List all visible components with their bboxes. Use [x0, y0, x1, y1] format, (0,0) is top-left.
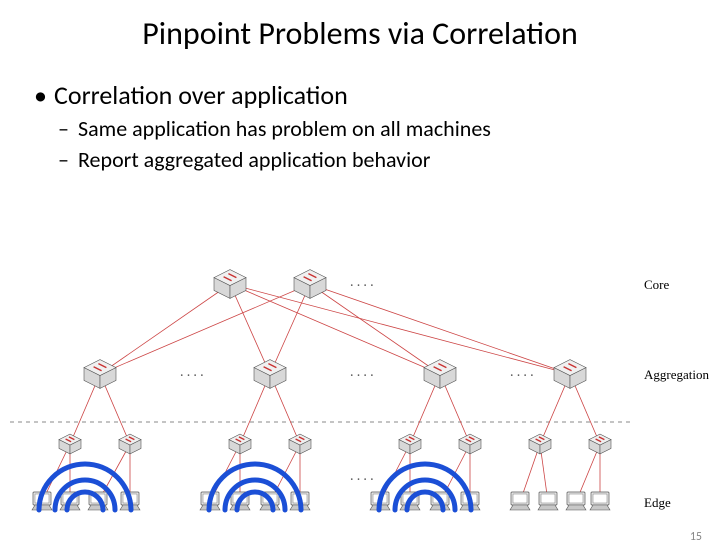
host-icon [590, 492, 610, 510]
bullet-list: Correlation over application Same applic… [30, 79, 720, 173]
correlation-arc [209, 464, 301, 510]
page-number: 15 [690, 530, 702, 544]
bullet-lvl1: Correlation over application [30, 79, 720, 111]
host-icon [566, 492, 586, 510]
layer-label: Core [644, 277, 670, 292]
layer-label: Edge [644, 495, 671, 510]
switch-icon [529, 434, 551, 454]
switch-icon [229, 434, 251, 454]
layer-label: Aggregation [644, 367, 709, 382]
switch-icon [214, 270, 246, 299]
ellipsis: . . . . [350, 363, 374, 380]
switch-icon [459, 434, 481, 454]
switch-icon [589, 434, 611, 454]
switch-icon [59, 434, 81, 454]
ellipsis: . . . . [350, 273, 374, 290]
host-icon [510, 492, 530, 510]
switch-icon [254, 360, 286, 389]
network-diagram: Core Aggregation Edge . . . . . . . . . . . .… [0, 254, 720, 524]
ellipsis: . . . . [180, 363, 204, 380]
switch-icon [554, 360, 586, 389]
switch-icon [84, 360, 116, 389]
topology-svg: Core Aggregation Edge . . . . . . . . . . . .… [0, 254, 720, 524]
switch-icon [424, 360, 456, 389]
ellipsis: . . . . [350, 467, 374, 484]
ellipsis: . . . . [510, 363, 534, 380]
correlation-arc [39, 464, 131, 510]
correlation-arc [379, 464, 471, 510]
host-icon [538, 492, 558, 510]
switch-icon [289, 434, 311, 454]
switch-icon [119, 434, 141, 454]
switch-icon [294, 270, 326, 299]
bullet-lvl2: Report aggregated application behavior [30, 146, 720, 173]
bullet-lvl2: Same application has problem on all mach… [30, 115, 720, 142]
slide-title: Pinpoint Problems via Correlation [0, 14, 720, 53]
switch-icon [399, 434, 421, 454]
